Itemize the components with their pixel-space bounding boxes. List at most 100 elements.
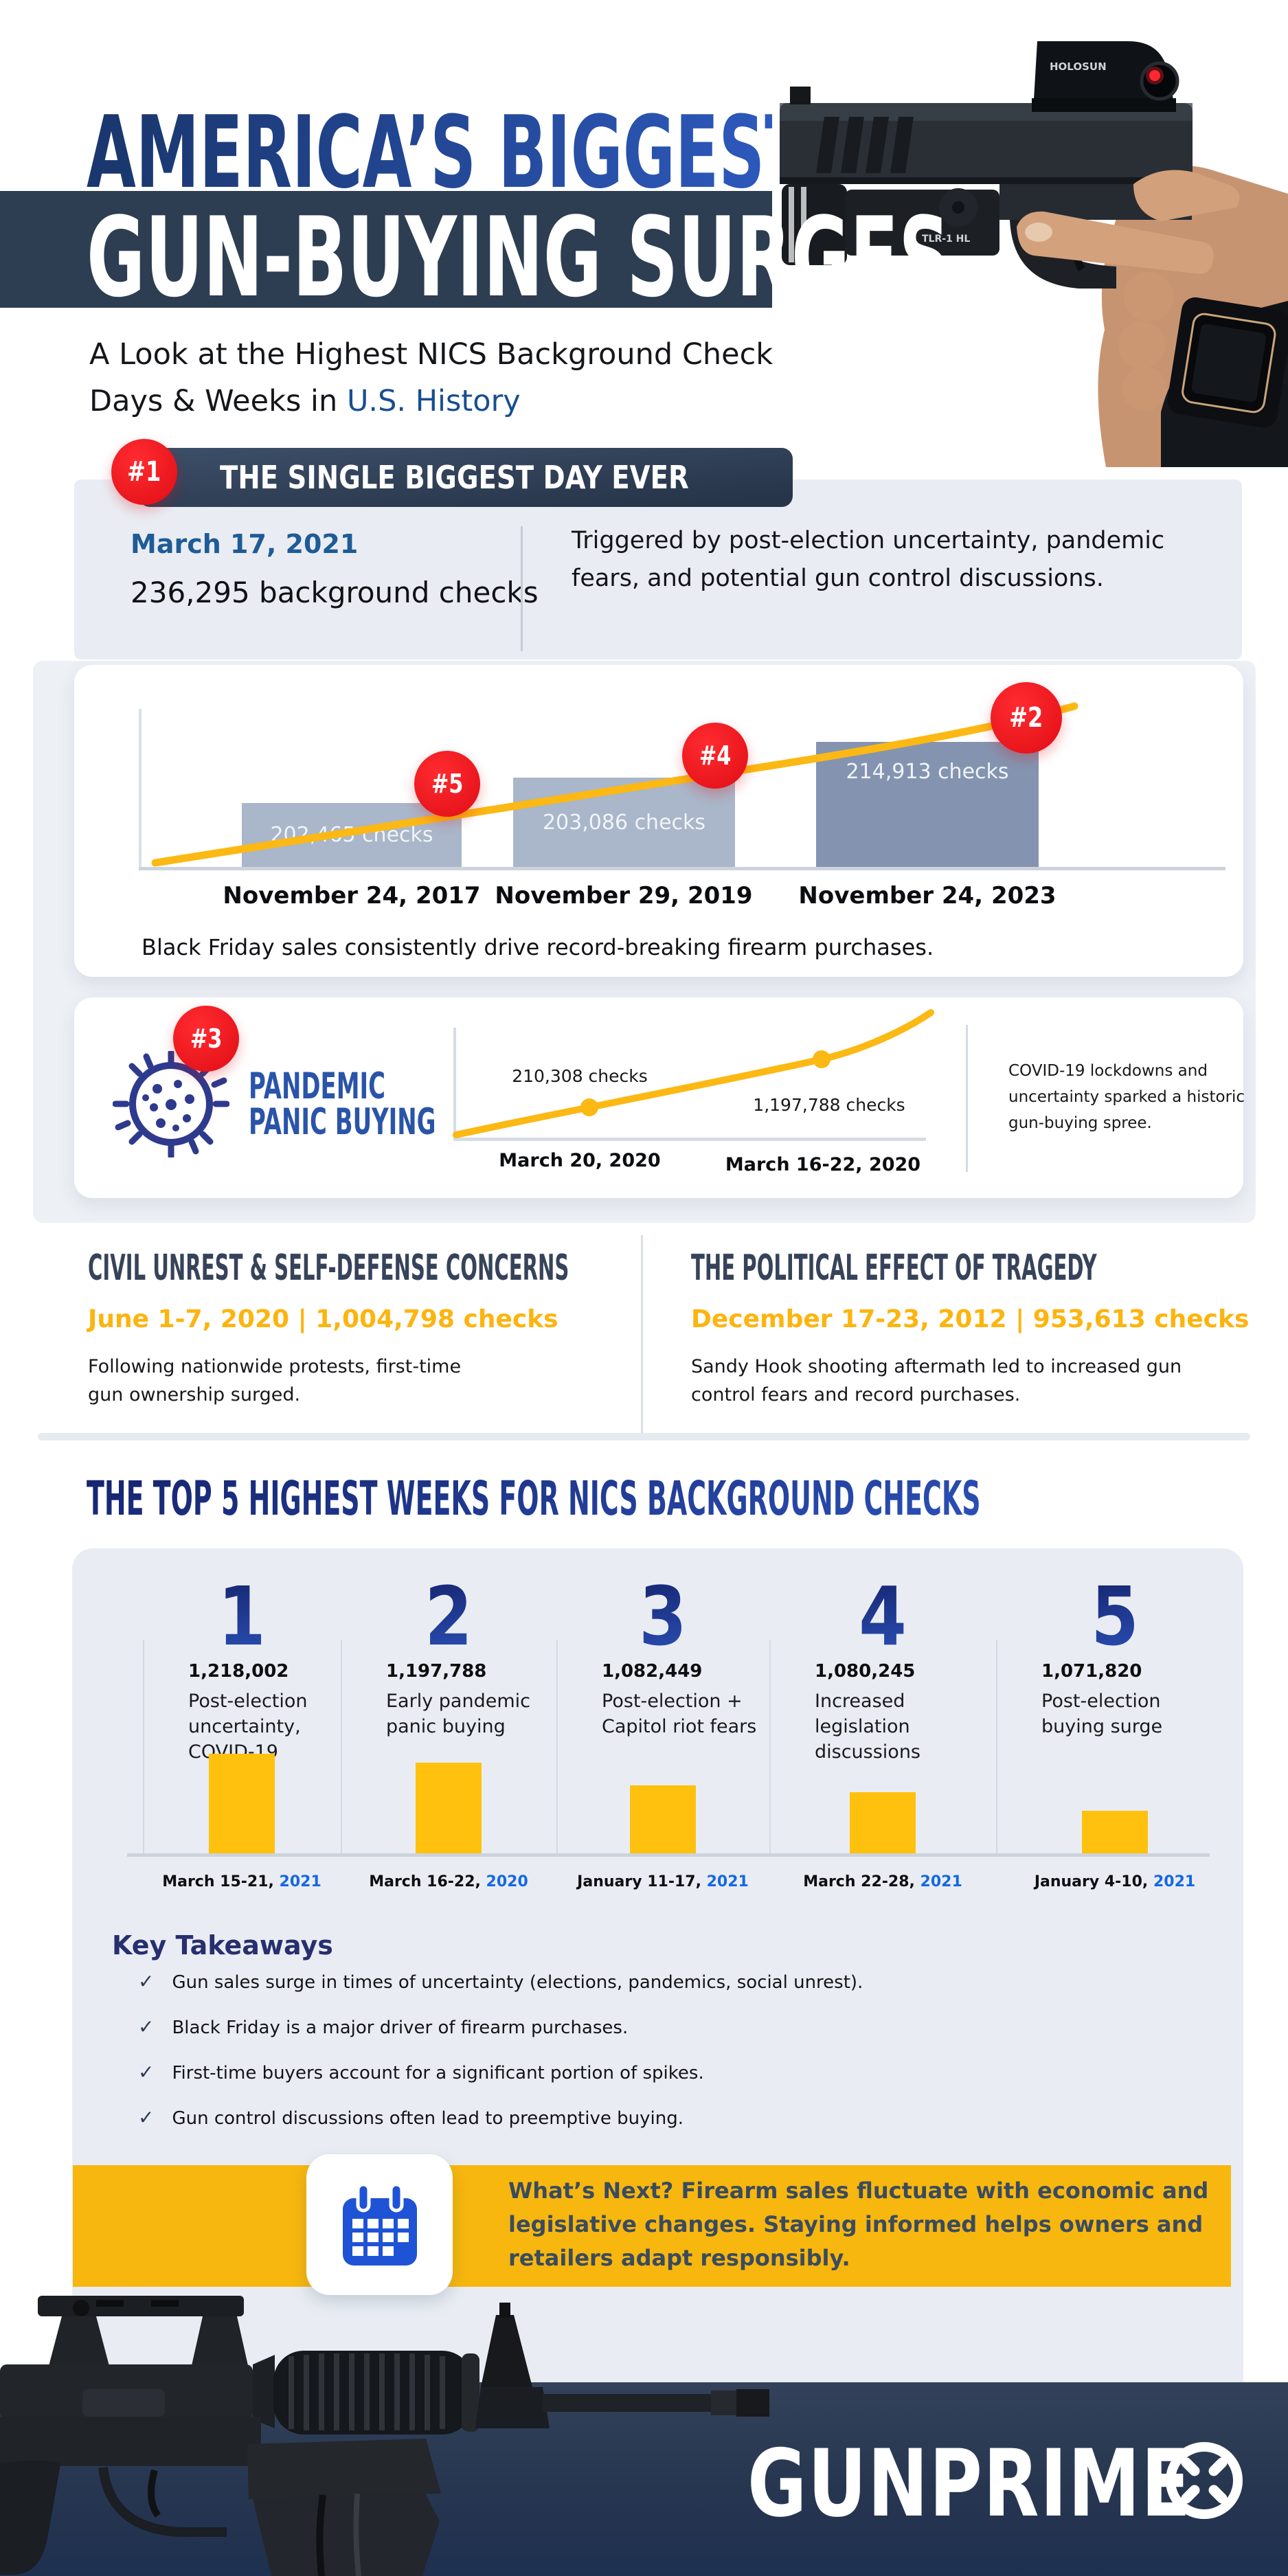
pandemic-point1-label: 210,308 checks [512, 1066, 648, 1086]
week-bar-4 [850, 1792, 916, 1853]
check-icon: ✓ [138, 1970, 155, 1993]
week-bar-1 [209, 1754, 275, 1853]
calendar-card [306, 2154, 453, 2295]
subtitle-line1: A Look at the Highest NICS Background Ch… [89, 337, 773, 372]
event-stat: June 1-7, 2020 | 1,004,798 checks [88, 1305, 558, 1333]
week-count: 1,082,449 [602, 1661, 703, 1682]
biggest-day-stat: 236,295 background checks [131, 576, 539, 609]
whats-next-text: What’s Next? Firearm sales fluctuate wit… [508, 2178, 1209, 2271]
virus-icon [113, 1051, 229, 1157]
rank-badge-1: #1 [111, 439, 177, 505]
pandemic-point2-date: March 16-22, 2020 [725, 1154, 921, 1175]
week-date: January 4-10, 2021 [1034, 1873, 1196, 1890]
brand-logo: GUNPRIME [747, 2437, 1288, 2530]
x-axis [139, 867, 1225, 870]
pandemic-point2-label: 1,197,788 checks [753, 1095, 905, 1115]
top5-heading: THE TOP 5 HIGHEST WEEKS FOR NICS BACKGRO… [87, 1471, 981, 1526]
pistol-photo: HOLOSUN TLR-1 HL [772, 0, 1288, 467]
rank-badge-5: #5 [414, 751, 480, 817]
pandemic-card: #3 PANDEMIC PANIC BUYING 210,308 checks … [74, 997, 1245, 1198]
takeaways-heading: Key Takeaways [112, 1930, 333, 1961]
event-tragedy: THE POLITICAL EFFECT OF TRAGEDY December… [691, 1250, 1288, 1409]
biggest-day-heading: THE SINGLE BIGGEST DAY EVER [220, 459, 689, 496]
subtitle: A Look at the Highest NICS Background Ch… [89, 331, 773, 425]
event-description: Following nationwide protests, first-tim… [88, 1356, 462, 1405]
week-count: 1,197,788 [386, 1661, 487, 1682]
column-divider [341, 1640, 342, 1853]
black-friday-card: 202,465 checks 203,086 checks 214,913 ch… [74, 665, 1243, 977]
week-date: March 16-22, 2020 [369, 1873, 528, 1890]
takeaway-item: ✓ Black Friday is a major driver of firea… [138, 2015, 629, 2038]
event-heading: THE POLITICAL EFFECT OF TRAGEDY [691, 1247, 1097, 1289]
calendar-icon [342, 2182, 417, 2266]
column-divider [996, 1640, 997, 1853]
rifle-photo [0, 2296, 769, 2576]
baseline [127, 1853, 1210, 1857]
pandemic-point1-date: March 20, 2020 [499, 1150, 661, 1171]
brand-name: GUNPRIME [747, 2430, 1192, 2538]
biggest-day-date: March 17, 2021 [131, 529, 359, 559]
data-point-2 [813, 1050, 831, 1068]
column-divider [143, 1640, 144, 1853]
pandemic-y-axis [453, 1028, 456, 1140]
bar-2017-date: November 24, 2017 [223, 882, 481, 909]
rank-number-2: 2 [425, 1569, 473, 1664]
takeaway-item: ✓ Gun control discussions often lead to p… [138, 2106, 683, 2129]
weapon-light-icon: TLR-1 HL [782, 184, 999, 265]
week-bar-5 [1082, 1811, 1148, 1853]
bar-2023-label: 214,913 checks [846, 760, 1009, 784]
divider [521, 526, 523, 651]
y-axis [139, 709, 142, 868]
rank-number-4: 4 [859, 1569, 907, 1664]
event-description: Sandy Hook shooting aftermath led to inc… [691, 1356, 1182, 1405]
subtitle-line2: Days & Weeks in U.S. History [89, 384, 521, 418]
week-count: 1,071,820 [1041, 1661, 1142, 1682]
red-dot-icon [1149, 70, 1160, 81]
trend-line [151, 702, 1078, 867]
column-divider [556, 1640, 558, 1853]
rank-number-3: 3 [639, 1569, 687, 1664]
check-icon: ✓ [138, 2061, 155, 2083]
event-heading: CIVIL UNREST & SELF-DEFENSE CONCERNS [88, 1247, 569, 1289]
rank-number-5: 5 [1091, 1569, 1139, 1664]
takeaway-item: ✓ First-time buyers account for a signifi… [138, 2061, 704, 2083]
week-date: March 22-28, 2021 [803, 1873, 962, 1890]
week-bar-2 [416, 1763, 482, 1853]
rank-badge-4: #4 [682, 723, 748, 789]
week-count: 1,080,245 [815, 1661, 916, 1682]
biggest-day-banner: THE SINGLE BIGGEST DAY EVER [139, 448, 793, 507]
takeaway-item: ✓ Gun sales surge in times of uncertainty… [138, 1970, 863, 1993]
event-civil-unrest: CIVIL UNREST & SELF-DEFENSE CONCERNS Jun… [88, 1250, 947, 1409]
subtitle-highlight: U.S. History [346, 384, 521, 418]
week-count: 1,218,002 [188, 1661, 289, 1682]
biggest-day-panel: March 17, 2021 236,295 background checks… [74, 479, 1242, 659]
column-divider [769, 1640, 771, 1853]
index-finger [1017, 211, 1214, 274]
bar-2019-label: 203,086 checks [542, 810, 706, 835]
whats-next-banner [73, 2165, 1231, 2287]
black-friday-caption: Black Friday sales consistently drive re… [142, 934, 934, 960]
section-divider-strip [38, 1433, 1250, 1440]
week-description: Increased legislation discussions [815, 1691, 920, 1763]
scope-icon [1166, 2442, 1243, 2519]
optic-brand-label: HOLOSUN [1050, 60, 1107, 73]
week-description: Post-election + Capitol riot fears [602, 1691, 757, 1737]
rank-badge-2: #2 [991, 682, 1062, 754]
watch-icon [1167, 297, 1288, 428]
page-title-line2: GUN-BUYING SURGES [87, 193, 951, 321]
divider [966, 1025, 968, 1172]
pandemic-title: PANDEMIC PANIC BUYING [249, 1065, 436, 1143]
pandemic-description: COVID-19 lockdowns and uncertainty spark… [1008, 1062, 1245, 1132]
front-sight-icon [790, 87, 811, 104]
week-description: Post-election buying surge [1041, 1691, 1163, 1737]
event-stat: December 17-23, 2012 | 953,613 checks [691, 1305, 1250, 1333]
red-dot-optic-icon: HOLOSUN [1032, 41, 1179, 112]
bar-2023-date: November 24, 2023 [798, 882, 1057, 909]
thumb [1133, 170, 1240, 221]
rank-badge-3: #3 [173, 1006, 239, 1072]
week-date: March 15-21, 2021 [162, 1873, 321, 1890]
divider [641, 1235, 643, 1437]
rank-number-1: 1 [218, 1569, 266, 1664]
check-icon: ✓ [138, 2106, 155, 2129]
